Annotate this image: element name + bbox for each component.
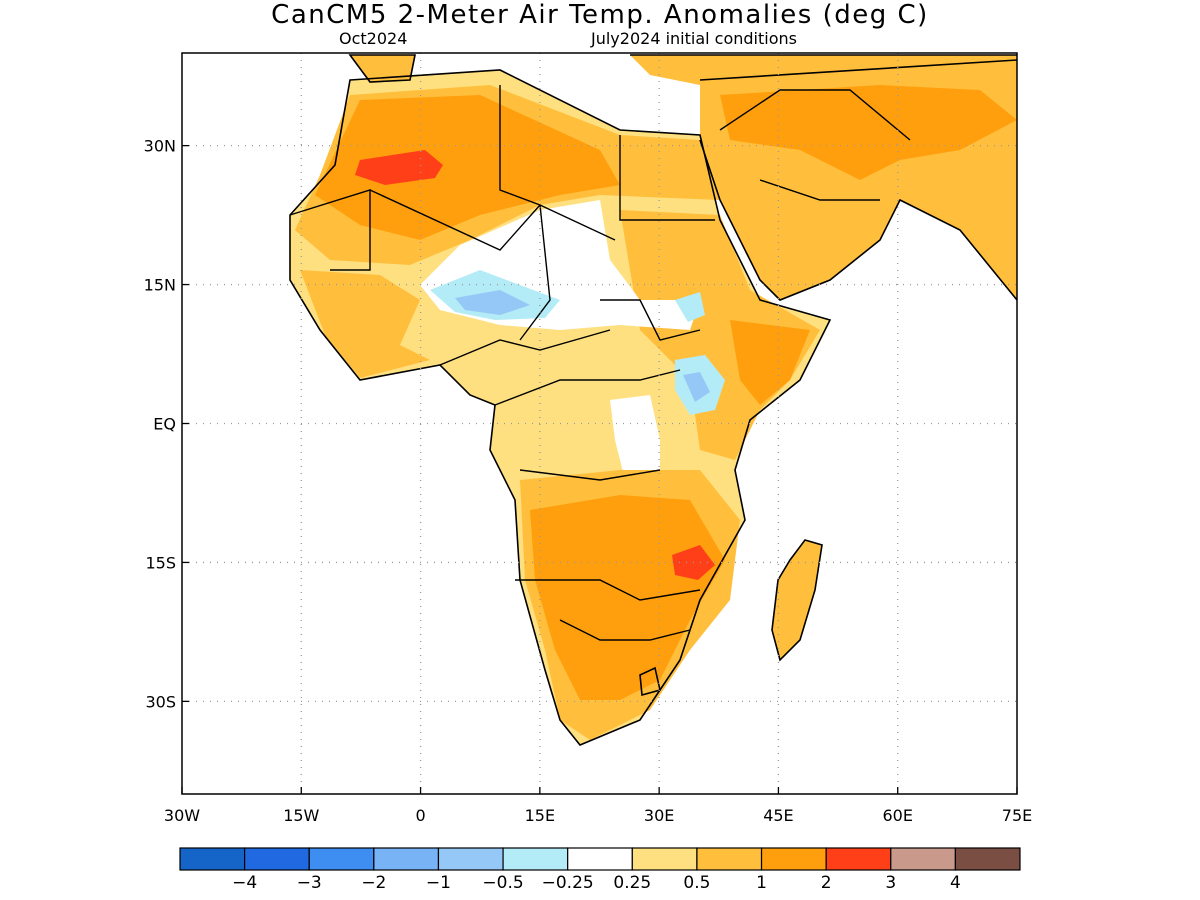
warm-west-africa [300,270,430,378]
lon-tick-label: 30W [164,806,200,825]
coastlines [289,54,1017,746]
lat-tick-label: 30N [144,137,176,156]
colorbar-swatch [437,847,504,871]
colorbar-label: 4 [950,873,961,893]
colorbar: −4 −3 −2 −1 −0.5 −0.25 0.25 0.5 1 2 3 4 [179,847,1021,893]
strong-warm-southern-africa [530,495,725,700]
colorbar-label: −0.5 [482,873,523,893]
lon-tick-label: 75E [1002,806,1032,825]
strong-warm-arabia [720,85,1017,180]
colorbar-swatch [502,847,569,871]
lat-tick-label: 15S [145,553,176,572]
colorbar-label: 0.25 [613,873,651,893]
colorbar-swatch [308,847,375,871]
lat-tick-label: EQ [153,415,176,434]
colorbar-label: 1 [756,873,767,893]
lon-tick-label: 15E [525,806,555,825]
warm-east-africa [620,210,820,460]
lon-tick-label: 45E [763,806,793,825]
lat-tick-label: 30S [145,692,176,711]
iberia-land [350,55,415,82]
strong-warm-horn [730,320,810,405]
colorbar-label: 3 [885,873,896,893]
colorbar-swatch [890,847,956,871]
lon-tick-label: 15W [283,806,319,825]
colorbar-swatch [696,847,763,871]
colorbar-label: −3 [297,873,322,893]
cooler-east-africa [683,372,710,402]
colorbar-label: −1 [426,873,451,893]
colorbar-swatch [954,847,1021,871]
colorbar-swatch [244,847,310,871]
colorbar-swatch [760,847,827,871]
cooler-lake-chad [455,290,530,315]
colorbar-label: −0.25 [542,873,594,893]
country-borders [289,85,911,641]
forecast-month: Oct2024 [339,29,408,48]
lon-tick-label: 30E [644,806,674,825]
lat-tick-label: 15N [144,276,176,295]
lon-tick-label: 0 [415,806,425,825]
initial-conditions-label: July2024 initial conditions [591,29,797,48]
colorbar-label: 2 [821,873,832,893]
colorbar-swatch [631,847,698,871]
cool-ethiopia [675,292,705,322]
lon-tick-label: 60E [882,806,912,825]
strong-warm-north-africa [315,95,620,240]
colorbar-swatch [179,847,246,871]
colorbar-label: 0.5 [683,873,710,893]
map-area [289,54,1017,746]
chart-title: CanCM5 2-Meter Air Temp. Anomalies (deg … [271,0,929,30]
axis-ticks: 30W 15W 0 15E 30E 45E 60E 75E 30N 15N EQ 15S 30S [144,137,1033,825]
colorbar-label: −4 [232,873,257,893]
colorbar-swatch [567,847,633,871]
colorbar-label: −2 [361,873,386,893]
colorbar-swatch [825,847,892,871]
colorbar-swatch [373,847,440,871]
